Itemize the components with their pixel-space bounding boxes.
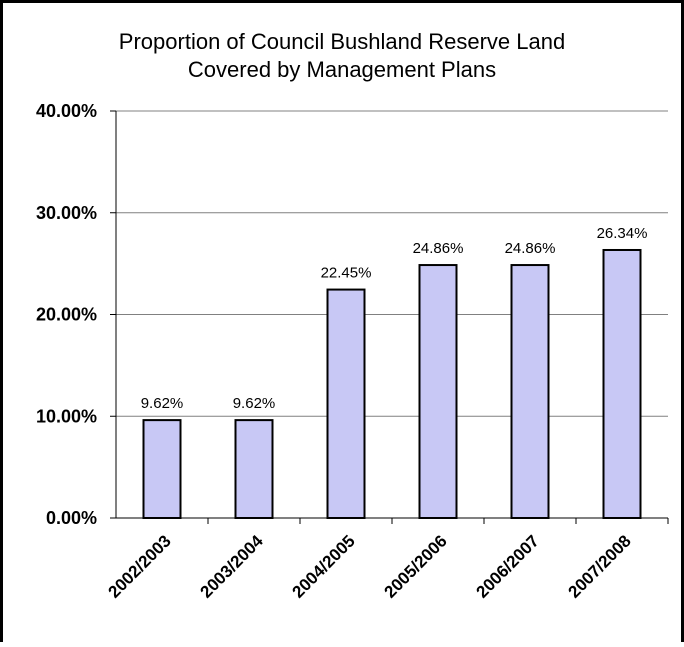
x-axis-tick-label: 2007/2008 bbox=[565, 531, 635, 601]
data-label: 22.45% bbox=[321, 265, 372, 282]
data-labels: 9.62% 9.62% 22.45% 24.86% 24.86% 26.34% bbox=[141, 225, 648, 412]
bar-chart: Proportion of Council Bushland Reserve L… bbox=[36, 29, 669, 602]
x-axis-tick-label: 2002/2003 bbox=[105, 531, 175, 601]
bar bbox=[326, 288, 366, 520]
bar bbox=[142, 419, 182, 519]
y-axis-tick-label: 10.00% bbox=[36, 406, 97, 426]
x-axis-tick-label: 2006/2007 bbox=[473, 531, 543, 601]
x-axis-tick-label: 2004/2005 bbox=[289, 531, 359, 601]
y-axis-tick-labels: 0.00% 10.00% 20.00% 30.00% 40.00% bbox=[36, 101, 116, 528]
data-label: 26.34% bbox=[597, 225, 648, 242]
bar bbox=[602, 248, 642, 519]
y-axis-tick-label: 0.00% bbox=[46, 508, 97, 528]
data-label: 9.62% bbox=[141, 395, 184, 412]
data-label: 24.86% bbox=[505, 240, 556, 257]
x-axis-tick-label: 2003/2004 bbox=[197, 531, 268, 602]
data-label: 24.86% bbox=[413, 240, 464, 257]
bar bbox=[418, 264, 458, 519]
y-axis-tick-label: 40.00% bbox=[36, 101, 97, 121]
bars bbox=[142, 248, 642, 520]
y-axis-tick-label: 30.00% bbox=[36, 203, 97, 223]
x-axis-tick-labels: 2002/2003 2003/2004 2004/2005 2005/2006 2006… bbox=[105, 518, 669, 602]
chart-title-line-2: Covered by Management Plans bbox=[188, 57, 496, 82]
bar bbox=[510, 264, 550, 519]
x-axis-tick-label: 2005/2006 bbox=[381, 531, 451, 601]
chart-title-line-1: Proportion of Council Bushland Reserve L… bbox=[119, 29, 565, 54]
gridlines bbox=[116, 110, 668, 417]
bar bbox=[234, 419, 274, 519]
data-label: 9.62% bbox=[233, 395, 276, 412]
y-axis-tick-label: 20.00% bbox=[36, 305, 97, 325]
